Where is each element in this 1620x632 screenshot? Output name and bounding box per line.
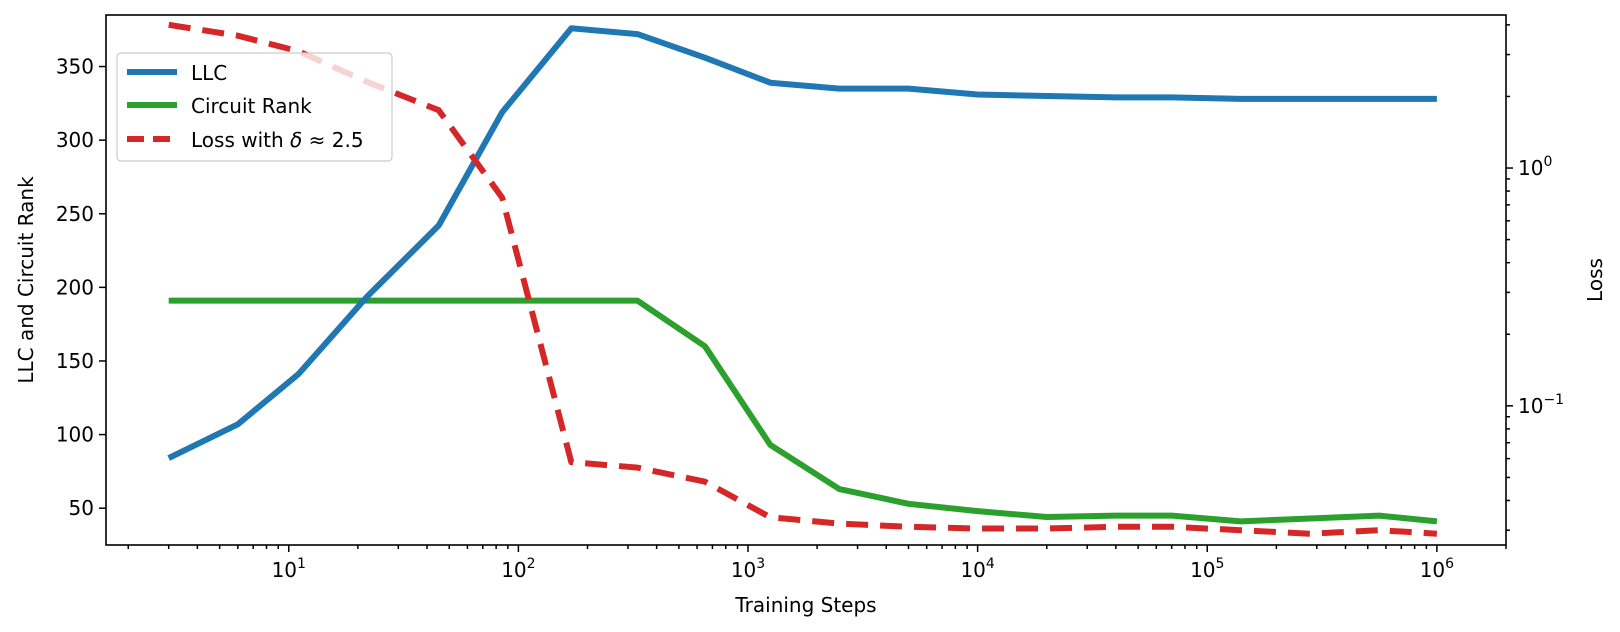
y-right-tick-base: 10 — [1518, 156, 1543, 180]
y-right-tick-label: 100 — [1518, 154, 1552, 180]
x-tick-label: 105 — [1190, 556, 1224, 582]
x-tick-label: 101 — [272, 556, 306, 582]
x-tick-base: 10 — [1190, 558, 1215, 582]
y-left-tick-label: 50 — [69, 496, 94, 520]
legend-loss-delta: δ — [290, 128, 302, 152]
y-left-tick-label: 100 — [56, 423, 94, 447]
y-right-tick-base: 10 — [1518, 394, 1543, 418]
x-axis-ticks: 101 102 103 104 105 106 — [127, 545, 1507, 582]
y-left-tick-label: 150 — [56, 349, 94, 373]
x-tick-label: 106 — [1420, 556, 1454, 582]
x-tick-base: 10 — [731, 558, 756, 582]
x-tick-exponent: 3 — [756, 556, 765, 572]
x-tick-exponent: 6 — [1445, 556, 1454, 572]
y-axis-left-title: LLC and Circuit Rank — [14, 176, 38, 384]
series-line-circuit-rank — [168, 297, 1438, 525]
x-tick-base: 10 — [272, 558, 297, 582]
x-tick-exponent: 2 — [527, 556, 536, 572]
x-tick-base: 10 — [1420, 558, 1445, 582]
x-tick-exponent: 5 — [1216, 556, 1225, 572]
x-axis-title: Training Steps — [734, 593, 876, 617]
plot-frame — [105, 14, 1507, 546]
legend-box — [116, 52, 393, 162]
y-right-tick-exponent: 0 — [1543, 154, 1552, 170]
y-axis-right-title: Loss — [1583, 258, 1607, 302]
legend-loss-suffix: ≈ 2.5 — [302, 128, 363, 152]
x-tick-exponent: 1 — [297, 556, 306, 572]
y-left-tick-label: 250 — [56, 202, 94, 226]
y-right-tick-label: 10−1 — [1518, 392, 1564, 418]
y-left-tick-label: 300 — [56, 128, 94, 152]
series-line-llc — [167, 25, 1437, 461]
x-tick-base: 10 — [960, 558, 985, 582]
legend-loss-prefix: Loss with — [191, 128, 290, 152]
legend-label-llc: LLC — [191, 61, 227, 85]
legend-label-loss: Loss with δ ≈ 2.5 — [191, 128, 364, 152]
y-axis-left-ticks: 50 100 150 200 250 300 350 — [56, 55, 106, 520]
x-tick-exponent: 4 — [986, 556, 995, 572]
x-tick-label: 102 — [501, 556, 535, 582]
y-left-tick-label: 350 — [56, 55, 94, 79]
y-right-tick-exponent: −1 — [1543, 392, 1564, 408]
x-tick-label: 104 — [960, 556, 994, 582]
x-tick-label: 103 — [731, 556, 765, 582]
legend-label-circuit-rank: Circuit Rank — [191, 94, 312, 118]
x-tick-base: 10 — [501, 558, 526, 582]
y-left-tick-label: 200 — [56, 275, 94, 299]
legend: LLC Circuit Rank Loss with δ ≈ 2.5 — [116, 52, 393, 162]
